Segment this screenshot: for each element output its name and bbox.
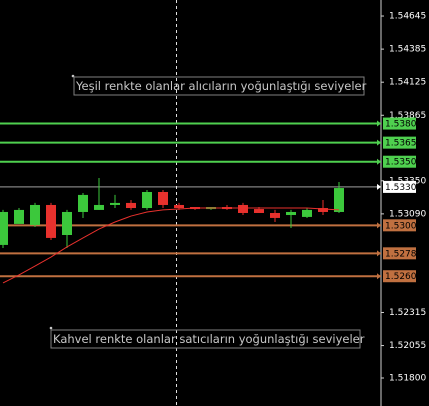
candle-body (46, 204, 56, 238)
level-box (383, 180, 416, 193)
level-arrow (377, 139, 381, 146)
level-box (383, 219, 416, 232)
level-arrow (377, 158, 381, 165)
candle-body (94, 204, 104, 210)
anchor-dot (49, 326, 53, 330)
y-tick-label: 1.54385 (389, 45, 426, 55)
y-tick-label: 1.53090 (389, 209, 426, 219)
candle-body (318, 208, 328, 212)
candle-body (126, 202, 136, 209)
candle-body (286, 211, 296, 216)
y-tick-label: 1.51800 (389, 374, 426, 384)
level-label: 1.53000 (385, 221, 422, 231)
candle-body (62, 211, 72, 235)
level-label: 1.53500 (385, 158, 422, 168)
candle-body (302, 209, 312, 217)
candle-body (0, 211, 8, 245)
level-label: 1.53800 (385, 120, 422, 130)
level-arrow (377, 250, 381, 257)
y-tick-label: 1.52055 (389, 341, 426, 351)
candle-body (14, 209, 24, 224)
candle-body (254, 209, 264, 213)
annotation: Kahvel renkte olanlar satıcıların yoğunl… (53, 332, 365, 346)
candle-body (78, 194, 88, 212)
moving-average (2, 207, 340, 284)
level-label: 1.52780 (385, 249, 422, 259)
candle-body (110, 202, 120, 205)
level-arrow (377, 183, 381, 190)
y-tick-label: 1.54645 (389, 12, 426, 22)
candle-body (334, 188, 344, 212)
level-box (383, 136, 416, 149)
level-box (383, 247, 416, 260)
annotation-box (73, 76, 365, 96)
level-label: 1.52600 (385, 272, 422, 282)
level-label: 1.53650 (385, 139, 422, 149)
candle-body (270, 212, 280, 218)
axis: 1.546451.543851.541251.538651.533501.530… (377, 12, 426, 384)
candle-body (238, 204, 248, 213)
candle-body (174, 204, 184, 209)
candle-body (30, 204, 40, 225)
candle-body (158, 191, 168, 205)
level-label: 1.53302 (385, 183, 422, 193)
y-tick-label: 1.52315 (389, 308, 426, 318)
level-box (383, 270, 416, 283)
level-arrow (377, 120, 381, 127)
candle-body (142, 191, 152, 209)
candles (0, 177, 344, 284)
level-arrow (377, 273, 381, 280)
annotation: Yeşil renkte olanlar alıcıların yoğunlaş… (75, 79, 367, 93)
annotation-box (50, 329, 361, 349)
y-tick-label: 1.53865 (389, 111, 426, 121)
level-box (383, 117, 416, 130)
level-box (383, 155, 416, 168)
y-tick-label: 1.54125 (389, 78, 426, 88)
level-arrow (377, 222, 381, 229)
